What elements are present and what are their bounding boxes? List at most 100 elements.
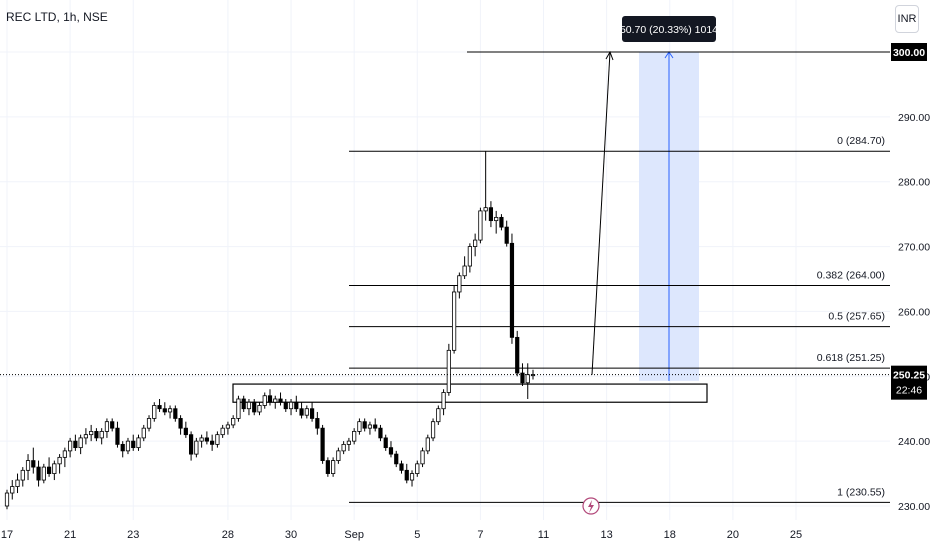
measure-tool[interactable]: 50.70 (20.33%) 1014 [620,16,718,381]
candle [341,441,346,455]
fib-label: 0 (284.70) [837,135,885,147]
time-axis[interactable]: 17 21 23 28 30 Sep 5 7 11 13 18 20 25 [1,529,802,541]
candle [336,447,341,464]
candle [346,437,352,451]
candle [83,428,88,445]
candle-down [94,431,99,439]
candle [509,233,515,344]
candle-up [236,398,241,419]
candle-up [215,434,220,445]
candle [136,434,141,451]
candle [257,402,262,416]
candle [173,405,178,422]
candle-up [78,437,83,449]
support-zone-box [232,383,708,403]
candle [183,421,188,438]
candle [425,434,430,455]
y-tick-label: 280.00 [898,177,930,189]
candle-down [178,418,183,429]
candle [483,151,488,221]
candle [210,434,215,451]
candle-down [315,418,320,429]
candle [515,330,520,377]
candle-up [15,479,20,487]
candle [288,398,294,416]
price-axis[interactable]: 230.00240.00250.00260.00270.00280.00290.… [891,43,930,513]
candle-up [152,405,157,419]
candle-up [304,408,309,416]
candle-up [409,473,415,481]
candle-up [68,440,73,452]
candle [331,457,336,477]
countdown-label: 22:46 [896,385,922,397]
candle-up [146,418,152,429]
candle [110,418,115,432]
candle-up [331,460,336,474]
y-tick-label: 290.00 [898,112,930,124]
candle-up [257,405,262,413]
candle [525,363,530,399]
candle-up [478,210,483,241]
candle [241,395,246,412]
candle [152,402,157,422]
candle [294,395,299,412]
candle-up [199,437,204,442]
candle [194,437,199,458]
candle [41,463,46,484]
candle-down [252,401,257,413]
candle-up [425,437,430,452]
current-price-label: 250.25 [893,370,925,382]
candle-up [436,408,441,423]
candle [78,434,83,455]
candle-down [399,463,404,471]
candle [204,431,209,445]
candle [304,405,309,419]
candle [231,415,236,429]
x-tick-label: 30 [285,529,297,541]
candle-up [57,456,62,465]
candle [446,343,451,396]
candle [436,405,441,425]
candles [4,151,536,510]
candle-down [157,405,162,410]
candle [378,424,383,442]
candle [10,480,15,500]
candle-up [367,424,373,429]
candle-up [357,421,362,432]
candle [415,460,420,477]
candle [362,418,367,432]
projection-line [591,51,611,375]
candle [120,441,125,458]
candle [499,214,504,231]
candle [115,421,120,448]
candle-down [73,440,78,449]
candle-down [188,434,194,455]
candle [399,460,404,474]
currency-button[interactable]: INR [895,5,919,33]
candle [157,398,162,412]
fib-label: 0.5 (257.65) [828,311,885,323]
x-tick-label: 23 [127,529,139,541]
candle-up [4,492,10,507]
candle-up [457,275,462,293]
event-marker[interactable] [582,497,600,515]
candle-up [336,450,341,462]
candle [68,437,73,458]
candle [357,418,362,435]
candle-down [378,427,383,439]
candle [178,415,183,435]
candle [15,473,20,494]
candle-up [446,349,451,393]
candle [420,447,425,468]
candle-down [520,372,525,384]
candle-up [451,291,457,351]
x-tick-label: 11 [538,529,549,541]
candle-down [283,401,288,410]
candle [383,434,388,451]
candle-down [488,207,494,222]
candle-up [352,431,357,442]
candle-up [225,424,231,429]
candle-up [41,466,46,481]
x-tick-label: 13 [601,529,613,541]
